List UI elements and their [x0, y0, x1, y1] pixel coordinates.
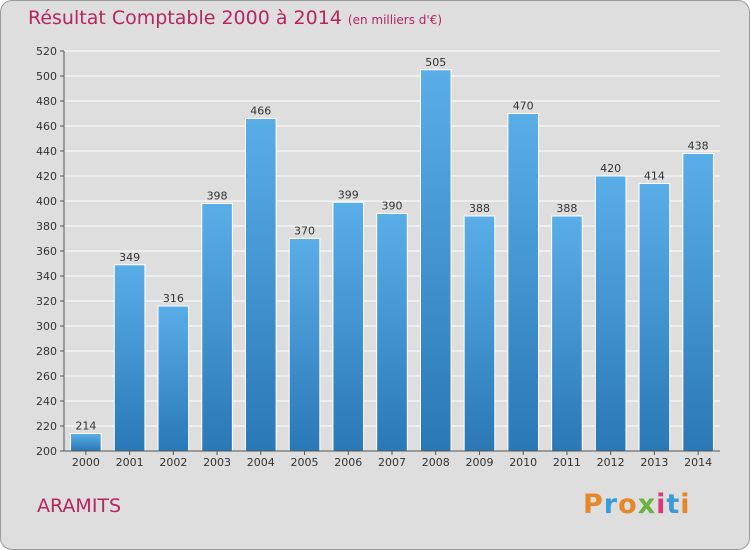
bar-2003 — [201, 203, 233, 452]
x-tick-label-2014: 2014 — [684, 456, 712, 469]
x-tick-label-2002: 2002 — [159, 456, 187, 469]
bar-2004 — [244, 118, 277, 452]
y-tick-label: 440 — [36, 145, 57, 158]
y-tick-label: 280 — [36, 345, 57, 358]
y-tick-label: 500 — [36, 70, 57, 83]
data-label-2007: 390 — [382, 200, 403, 213]
bar-2012 — [594, 175, 627, 452]
logo-letter: x — [637, 489, 657, 520]
y-tick-label: 320 — [36, 295, 57, 308]
data-label-2005: 370 — [294, 225, 315, 238]
data-label-2010: 470 — [513, 100, 534, 113]
proxiti-logo[interactable]: Proxiti — [583, 489, 691, 520]
chart-title: Résultat Comptable 2000 à 2014 (en millie… — [28, 7, 442, 29]
bar-2007 — [376, 213, 408, 452]
bar-2011 — [551, 215, 583, 452]
x-tick-label-2005: 2005 — [291, 456, 319, 469]
y-tick-label: 240 — [36, 395, 57, 408]
data-label-2011: 388 — [556, 202, 577, 215]
x-tick-label-2012: 2012 — [597, 456, 625, 469]
x-tick-label-2006: 2006 — [334, 456, 362, 469]
y-tick-label: 380 — [36, 220, 57, 233]
bar-2002 — [157, 305, 190, 452]
data-label-2012: 420 — [600, 162, 621, 175]
logo-letter: t — [666, 489, 681, 520]
chart-unit: (en milliers d'€) — [347, 13, 443, 27]
bar-2000 — [70, 433, 102, 452]
y-tick-label: 260 — [36, 370, 57, 383]
data-label-2000: 214 — [75, 420, 96, 433]
bar-2009 — [463, 215, 496, 452]
y-tick-label: 480 — [36, 95, 57, 108]
logo-letter: r — [603, 489, 619, 520]
x-tick-label-2008: 2008 — [422, 456, 450, 469]
data-label-2009: 388 — [469, 202, 490, 215]
x-tick-label-2004: 2004 — [247, 456, 275, 469]
data-label-2003: 398 — [207, 190, 228, 203]
x-tick-label-2013: 2013 — [640, 456, 668, 469]
data-label-2014: 438 — [688, 140, 709, 153]
x-tick-label-2009: 2009 — [465, 456, 493, 469]
chart-title-text: Résultat Comptable 2000 à 2014 — [28, 7, 342, 29]
x-tick-label-2007: 2007 — [378, 456, 406, 469]
y-tick-label: 460 — [36, 120, 57, 133]
x-tick-label-2010: 2010 — [509, 456, 537, 469]
axes: 200 220 240 260 280 300 320 340 360 380 400 420 440 4… — [36, 45, 720, 469]
data-label-2002: 316 — [163, 292, 184, 305]
y-tick-label: 520 — [36, 45, 57, 58]
data-label-2001: 349 — [119, 251, 140, 264]
logo-letter: i — [680, 489, 691, 520]
data-label-2004: 466 — [250, 105, 271, 118]
bar-2005 — [288, 238, 321, 452]
y-tick-label: 360 — [36, 245, 57, 258]
y-tick-label: 200 — [36, 445, 57, 458]
bar-2014 — [682, 153, 714, 452]
town-name: ARAMITS — [37, 495, 122, 517]
y-tick-label: 420 — [36, 170, 57, 183]
data-labels: 214 349 316 398 466 370 399 390 505 388 470 388 420 4… — [75, 56, 708, 433]
y-tick-label: 340 — [36, 270, 57, 283]
x-tick-label-2011: 2011 — [553, 456, 581, 469]
bar-2010 — [507, 113, 540, 452]
y-tick-label: 300 — [36, 320, 57, 333]
data-label-2006: 399 — [338, 188, 359, 201]
logo-letter: o — [618, 489, 638, 520]
bar-2001 — [113, 264, 146, 452]
x-tick-label-2001: 2001 — [116, 456, 144, 469]
y-tick-label: 400 — [36, 195, 57, 208]
bars — [70, 69, 714, 452]
x-tick-label-2003: 2003 — [203, 456, 231, 469]
y-tick-label: 220 — [36, 420, 57, 433]
bar-2013 — [638, 183, 671, 452]
logo-letter: i — [656, 489, 667, 520]
x-tick-label-2000: 2000 — [72, 456, 100, 469]
data-label-2013: 414 — [644, 170, 665, 183]
bar-2008 — [419, 69, 452, 452]
data-label-2008: 505 — [425, 56, 446, 69]
bar-2006 — [332, 201, 365, 452]
logo-letter: P — [583, 489, 604, 520]
